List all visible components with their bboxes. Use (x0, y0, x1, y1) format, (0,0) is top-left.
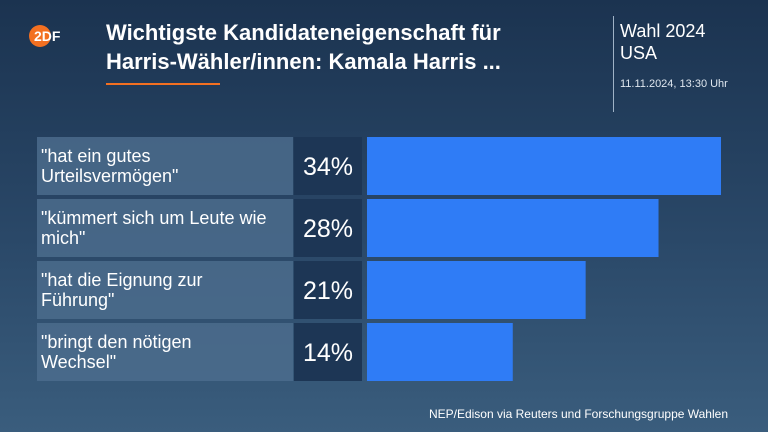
page-title: Wichtigste Kandidateneigenschaft für Har… (106, 18, 586, 76)
bar (367, 261, 586, 319)
value-label-box (294, 323, 362, 381)
category-label: "bringt den nötigen Wechsel" (41, 332, 192, 372)
bar (367, 199, 659, 257)
zdf-logo: 2DF (29, 25, 61, 47)
value-label: 21% (303, 277, 353, 305)
header-divider (613, 16, 614, 112)
timestamp: 11.11.2024, 13:30 Uhr (620, 78, 728, 90)
category-label-box (37, 199, 293, 257)
bar (367, 137, 721, 195)
source-note: NEP/Edison via Reuters und Forschungsgru… (428, 407, 728, 421)
title-underline (106, 83, 220, 85)
value-label-box (294, 261, 362, 319)
value-label: 34% (303, 153, 353, 181)
value-label-box (294, 199, 362, 257)
value-label: 14% (303, 339, 353, 367)
value-label: 28% (303, 215, 353, 243)
election-country: USA (620, 43, 658, 63)
election-label: Wahl 2024 (620, 21, 706, 41)
category-label: "hat die Eignung zur Führung" (41, 270, 203, 310)
title-line-1: Wichtigste Kandidateneigenschaft für (106, 20, 501, 45)
value-label-box (294, 137, 362, 195)
zdf-logo-circle (29, 25, 51, 47)
bar (367, 323, 513, 381)
title-line-2: Harris-Wähler/innen: Kamala Harris ... (106, 49, 501, 74)
category-label-box (37, 323, 293, 381)
category-label-box (37, 137, 293, 195)
category-label: "hat ein gutes Urteilsvermögen" (41, 146, 178, 186)
category-label: "kümmert sich um Leute wie mich" (41, 208, 266, 248)
category-label-box (37, 261, 293, 319)
zdf-logo-text: 2DF (34, 28, 61, 44)
